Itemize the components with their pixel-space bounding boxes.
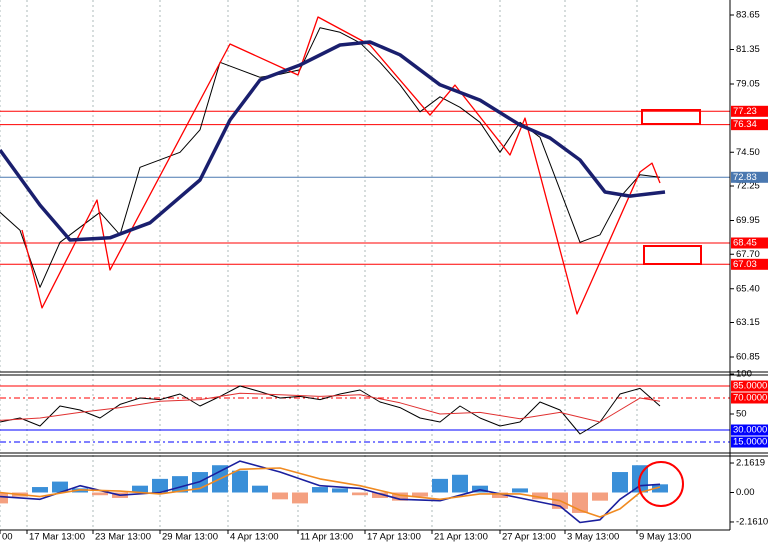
histogram-bar [392,492,408,501]
plot-area [0,0,734,534]
histogram-bar [272,492,288,500]
level-label: 76.34 [733,119,757,130]
series-line [0,40,666,242]
x-tick-label: 21 Apr 13:00 [434,532,488,543]
x-tick-label: 23 Mar 13:00 [95,532,151,543]
y-tick-label: 67.70 [736,249,760,260]
y-tick-label: 69.95 [736,215,760,226]
series-line [0,460,661,524]
histogram-bar [592,492,608,501]
x-tick-label: 3 May 13:00 [567,532,619,543]
x-tick-label: 29 Mar 13:00 [162,532,218,543]
x-tick-label: 9 May 13:00 [639,532,691,543]
series-line [0,467,661,518]
highlight-circle [638,461,684,507]
level-label-bg [731,424,768,436]
level-label-bg [731,105,768,117]
histogram-bar [352,492,368,496]
histogram-bar [512,488,528,493]
histogram-bar [232,470,248,493]
level-label-bg [731,237,768,249]
histogram-bar [32,487,48,493]
level-label-bg [731,119,768,131]
series-line [21,16,661,315]
highlight-box [641,109,701,125]
y-tick-label: 83.65 [736,10,760,21]
histogram-bar [132,485,148,493]
histogram-bar [292,492,308,504]
x-tick-label: 27 Apr 13:00 [502,532,556,543]
histogram-bar [252,485,268,493]
histogram-bar [532,492,548,500]
level-label: 77.23 [733,106,757,117]
y-tick-label: 79.05 [736,79,760,90]
y-tick-label: 100 [736,369,752,380]
y-tick-label: 72.25 [736,181,760,192]
level-label: 67.03 [733,259,757,270]
level-label-bg [731,258,768,270]
x-tick-label: 17 Apr 13:00 [367,532,421,543]
level-label: 85.0000 [733,381,767,392]
series-line [0,385,661,435]
level-label: 72.83 [733,172,757,183]
level-label: 68.45 [733,238,757,249]
y-tick-label: 60.85 [736,352,760,363]
level-label: 70.0000 [733,393,767,404]
x-tick-label: 11 Apr 13:00 [300,532,353,543]
y-tick-label: 74.50 [736,147,760,158]
histogram-bar [652,484,668,493]
y-tick-label: 2.1619 [736,458,765,469]
y-tick-label: -2.1610 [736,516,768,527]
series-line [0,392,661,423]
highlight-box [643,245,702,265]
series-line [0,27,661,288]
histogram-bar [412,492,428,497]
histogram-bar [0,492,8,504]
histogram-bar [372,492,388,498]
y-tick-label: 81.35 [736,44,760,55]
y-tick-label: 0.00 [736,487,755,498]
histogram-bar [92,492,108,496]
level-label-bg [731,380,768,392]
y-tick-label: 63.15 [736,317,760,328]
x-tick-label: 4 Apr 13:00 [230,532,279,543]
level-label: 15.0000 [733,437,767,448]
histogram-bar [492,492,508,498]
y-tick-label: 50 [736,409,747,420]
x-tick-label: 17 Mar 13:00 [29,532,85,543]
histogram-bar [452,474,468,493]
level-label-bg [731,171,768,183]
histogram-bar [332,488,348,493]
histogram-bar [612,472,628,493]
level-label-bg [731,392,768,404]
level-label: 30.0000 [733,425,767,436]
histogram-bar [432,478,448,493]
y-tick-label: 65.40 [736,283,760,294]
level-label-bg [731,436,768,448]
x-tick-label: 00 [2,532,13,543]
histogram-bar [152,478,168,493]
histogram-bar [312,487,328,493]
histogram-bar [52,481,68,493]
